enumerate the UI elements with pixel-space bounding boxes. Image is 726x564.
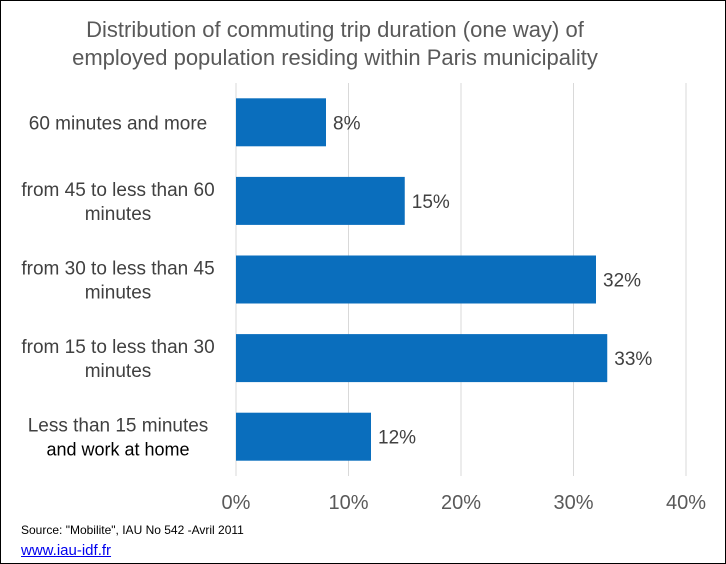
- category-label: from 45 to less than 60: [21, 180, 214, 201]
- category-label: and work at home: [46, 440, 189, 460]
- x-tick-label: 20%: [441, 492, 481, 514]
- category-label: minutes: [85, 283, 152, 304]
- bar: [236, 255, 596, 304]
- bar: [236, 176, 405, 225]
- data-label: 15%: [412, 192, 450, 213]
- category-label: from 15 to less than 30: [21, 337, 214, 358]
- bar: [236, 334, 608, 383]
- x-tick-label: 40%: [666, 492, 706, 514]
- x-tick-label: 10%: [328, 492, 368, 514]
- bar-chart: Distribution of commuting trip duration …: [21, 17, 706, 514]
- x-tick-label: 30%: [553, 492, 593, 514]
- data-label: 8%: [333, 113, 361, 134]
- bar: [236, 98, 326, 147]
- chart-title-line: employed population residing within Pari…: [72, 45, 598, 70]
- source-link[interactable]: www.iau-idf.fr: [21, 542, 112, 559]
- category-label: from 30 to less than 45: [21, 259, 214, 280]
- category-label: 60 minutes and more: [29, 113, 208, 134]
- bar: [236, 412, 371, 461]
- data-label: 33%: [614, 349, 652, 370]
- category-label: minutes: [85, 361, 152, 382]
- category-label: minutes: [85, 204, 152, 225]
- data-label: 12%: [378, 428, 416, 449]
- x-tick-label: 0%: [222, 492, 251, 514]
- category-label: Less than 15 minutes: [28, 416, 209, 437]
- data-label: 32%: [603, 271, 641, 292]
- source-note: Source: "Mobilite", IAU No 542 -Avril 20…: [21, 523, 244, 537]
- chart-title-line: Distribution of commuting trip duration …: [86, 17, 585, 42]
